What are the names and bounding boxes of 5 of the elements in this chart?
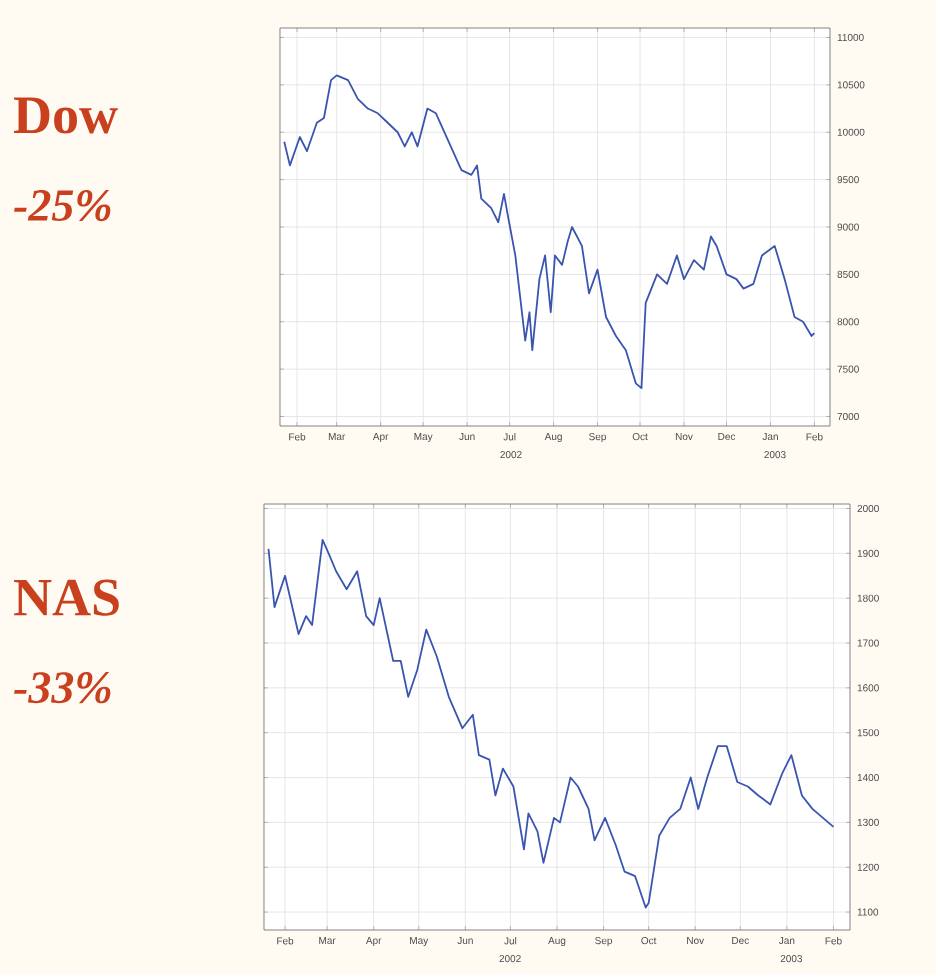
text: Dow xyxy=(14,97,118,134)
text: -25% xyxy=(14,189,111,222)
text: -33% xyxy=(14,672,111,704)
text: NAS xyxy=(14,579,119,616)
line-series xyxy=(267,538,835,909)
